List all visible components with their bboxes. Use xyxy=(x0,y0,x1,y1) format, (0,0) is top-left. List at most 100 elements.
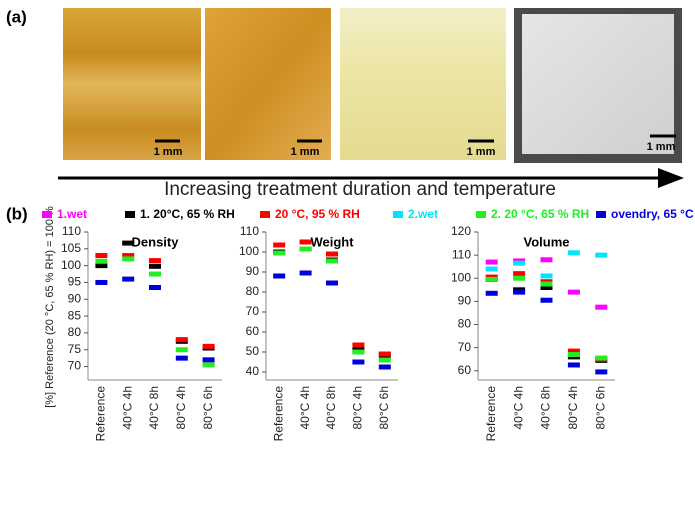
legend-label: 2. 20 °C, 65 % RH xyxy=(491,207,589,221)
x-tick-label: 40°C 4h xyxy=(298,386,312,430)
x-tick-label: 40°C 4h xyxy=(120,386,134,430)
legend-label: 1.wet xyxy=(57,207,87,221)
y-tick-label: 120 xyxy=(451,224,471,238)
x-tick-label: 40°C 8h xyxy=(324,386,338,430)
point xyxy=(273,251,285,256)
y-tick-label: 70 xyxy=(246,304,260,318)
point xyxy=(513,290,525,295)
y-tick-label: 110 xyxy=(452,247,471,261)
y-tick-label: 100 xyxy=(451,270,471,284)
point xyxy=(95,253,107,258)
arrow-head xyxy=(658,168,684,188)
point xyxy=(595,305,607,310)
y-tick-label: 90 xyxy=(458,294,472,308)
panel-label: (b) xyxy=(6,204,28,223)
point xyxy=(379,352,391,357)
point xyxy=(273,274,285,279)
arrow-label: Increasing treatment duration and temper… xyxy=(164,179,556,200)
point xyxy=(326,259,338,264)
point xyxy=(149,272,161,277)
point xyxy=(513,276,525,281)
y-tick-label: 100 xyxy=(61,258,81,272)
x-tick-label: 80°C 6h xyxy=(593,386,607,430)
point xyxy=(595,356,607,361)
point xyxy=(326,281,338,286)
point xyxy=(595,369,607,374)
x-tick-label: 40°C 8h xyxy=(539,386,553,430)
point xyxy=(176,337,188,342)
point xyxy=(352,350,364,355)
point xyxy=(352,360,364,365)
y-tick-label: 75 xyxy=(68,342,82,356)
y-tick-label: 40 xyxy=(246,364,260,378)
panel-label: (a) xyxy=(6,7,27,26)
point xyxy=(149,258,161,263)
legend-swatch xyxy=(125,211,135,218)
y-tick-label: 80 xyxy=(246,284,260,298)
y-tick-label: 80 xyxy=(68,325,82,339)
photo xyxy=(63,8,201,160)
point xyxy=(352,343,364,348)
point xyxy=(300,247,312,252)
point xyxy=(300,240,312,245)
point xyxy=(379,358,391,363)
photo xyxy=(340,8,506,160)
legend-swatch xyxy=(596,211,606,218)
point xyxy=(486,291,498,296)
point xyxy=(95,263,107,268)
point xyxy=(541,273,553,278)
point xyxy=(95,280,107,285)
point xyxy=(273,243,285,248)
y-tick-label: 95 xyxy=(68,275,82,289)
y-axis-label: [%] Reference (20 °C, 65 % RH) = 100 % xyxy=(44,206,56,408)
point xyxy=(149,285,161,290)
x-tick-label: Reference xyxy=(271,386,285,442)
scale-label: 1 mm xyxy=(647,141,676,153)
y-tick-label: 85 xyxy=(68,308,82,322)
point xyxy=(326,252,338,257)
point xyxy=(486,260,498,265)
point xyxy=(203,357,215,362)
point xyxy=(568,362,580,367)
page: {"panel_labels": ["(a)", "(b)"], "scale_… xyxy=(0,0,695,511)
point xyxy=(203,344,215,349)
scale-label: 1 mm xyxy=(467,146,496,158)
point xyxy=(541,298,553,303)
x-tick-label: 40°C 4h xyxy=(511,386,525,430)
point xyxy=(513,261,525,266)
y-tick-label: 110 xyxy=(62,224,81,238)
point xyxy=(95,259,107,264)
x-tick-label: 80°C 6h xyxy=(201,386,215,430)
point xyxy=(486,267,498,272)
point xyxy=(149,264,161,269)
legend-label: 20 °C, 95 % RH xyxy=(275,207,360,221)
point xyxy=(122,277,134,282)
point xyxy=(568,250,580,255)
point xyxy=(568,290,580,295)
legend-swatch xyxy=(476,211,486,218)
y-tick-label: 105 xyxy=(61,241,81,255)
x-tick-label: 80°C 4h xyxy=(566,386,580,430)
legend-label: ovendry, 65 °C xyxy=(611,207,694,221)
y-tick-label: 90 xyxy=(246,264,260,278)
y-tick-label: 80 xyxy=(458,317,472,331)
point xyxy=(379,365,391,370)
point xyxy=(541,257,553,262)
x-tick-label: Reference xyxy=(94,386,108,442)
y-tick-label: 60 xyxy=(246,324,260,338)
legend-swatch xyxy=(260,211,270,218)
point xyxy=(122,256,134,261)
photo xyxy=(522,14,674,154)
chart-title: Weight xyxy=(310,234,354,249)
scale-label: 1 mm xyxy=(291,146,320,158)
point xyxy=(568,352,580,357)
legend-label: 2.wet xyxy=(408,207,438,221)
y-tick-label: 50 xyxy=(246,344,260,358)
legend-swatch xyxy=(393,211,403,218)
y-tick-label: 100 xyxy=(239,244,259,258)
point xyxy=(541,282,553,287)
chart-title: Density xyxy=(132,234,180,249)
x-tick-label: 40°C 8h xyxy=(147,386,161,430)
point xyxy=(486,277,498,282)
point xyxy=(300,271,312,276)
